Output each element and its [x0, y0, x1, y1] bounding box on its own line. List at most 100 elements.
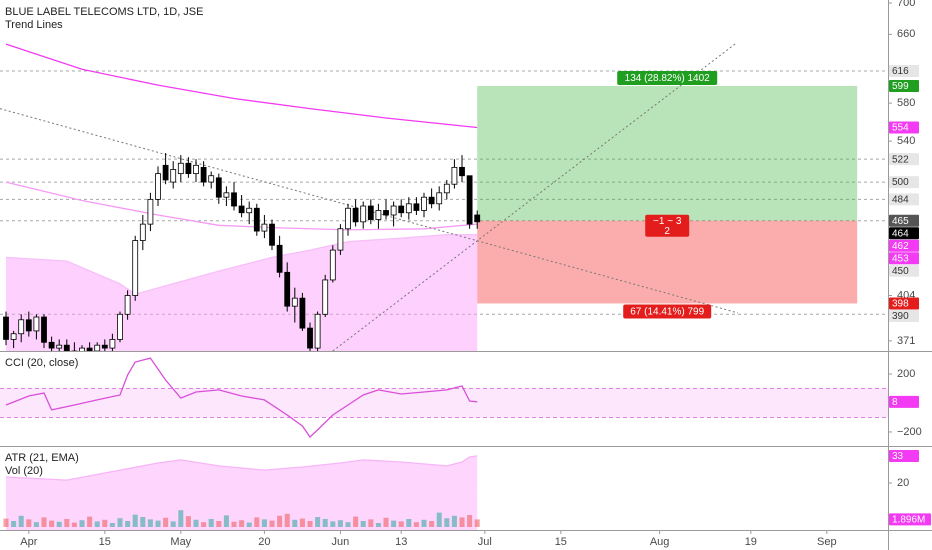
- volume-bar: [391, 520, 397, 527]
- candle-body: [33, 316, 40, 332]
- volume-bar: [436, 512, 442, 527]
- volume-bar: [185, 516, 191, 527]
- price-badge-label: 522: [892, 154, 909, 165]
- y-tick-label: 200: [897, 368, 915, 380]
- candle-body: [459, 166, 465, 177]
- ratio-label-box: [645, 214, 690, 237]
- chart-title: BLUE LABEL TELECOMS LTD, 1D, JSE: [5, 6, 203, 18]
- price-badge: [889, 264, 919, 277]
- candle-body: [48, 341, 55, 349]
- candle-body: [200, 166, 207, 183]
- candle-body: [109, 339, 116, 349]
- volume-bar: [170, 521, 176, 527]
- candle-body: [451, 166, 458, 185]
- candle-body: [367, 205, 374, 220]
- y-tick-label: 540: [897, 135, 915, 147]
- price-badge-label: 453: [892, 253, 909, 264]
- price-badge: [889, 65, 919, 78]
- candle-body: [41, 316, 47, 343]
- candle-body: [390, 205, 397, 216]
- candle-body: [147, 198, 154, 225]
- volume-bar: [216, 521, 222, 527]
- y-tick-label: 660: [897, 28, 915, 40]
- price-badge-label: 465: [892, 216, 909, 227]
- price-badge: [889, 297, 919, 310]
- price-badge-label: 554: [892, 123, 909, 134]
- volume-bar: [102, 519, 108, 527]
- price-badge: [889, 513, 931, 526]
- candle-body: [428, 196, 435, 205]
- price-badge: [889, 214, 919, 227]
- candle-body: [276, 244, 283, 273]
- volume-bar: [56, 521, 62, 527]
- candle-body: [413, 203, 420, 211]
- volume-bar: [413, 522, 419, 527]
- x-tick-label: Apr: [20, 536, 37, 548]
- volume-bar: [360, 521, 366, 527]
- volume-bar: [223, 515, 229, 527]
- volume-bar: [109, 523, 115, 527]
- price-badge-label: 484: [892, 195, 909, 206]
- volume-bar: [193, 519, 199, 527]
- candle-body: [291, 297, 298, 307]
- volume-bar: [429, 521, 435, 527]
- candle-body: [124, 295, 131, 315]
- volume-bar: [125, 521, 131, 527]
- volume-bar: [231, 521, 237, 527]
- volume-bar: [292, 519, 298, 527]
- position-label: 67 (14.41%) 799: [630, 307, 704, 318]
- cci-band: [0, 388, 888, 418]
- candle-body: [253, 207, 260, 232]
- candle-body: [25, 319, 32, 332]
- price-badge: [889, 121, 919, 134]
- volume-bar: [64, 519, 70, 527]
- x-tick-label: 19: [745, 536, 757, 548]
- atr-area: [5, 455, 478, 481]
- price-badge: [889, 153, 919, 166]
- volume-bar: [79, 520, 85, 527]
- price-badge: [889, 227, 919, 240]
- price-badge: [889, 239, 919, 252]
- price-badge: [889, 252, 919, 265]
- cci-pane: [0, 357, 888, 438]
- volume-bar: [307, 521, 313, 527]
- volume-bar: [18, 515, 24, 527]
- candle-body: [383, 210, 389, 216]
- moving-average-fill: [6, 234, 478, 351]
- volume-bar: [375, 523, 381, 527]
- candle-body: [193, 164, 199, 175]
- volume-bar: [41, 517, 47, 527]
- volume-bar: [11, 521, 17, 527]
- price-badge: [889, 79, 919, 92]
- candle-body: [261, 223, 268, 232]
- candle-body: [307, 327, 313, 349]
- ratio-label: −1 ~ 3: [653, 216, 682, 227]
- volume-bar: [239, 520, 245, 527]
- candle-body: [18, 319, 25, 335]
- x-tick-label: May: [170, 536, 191, 548]
- y-tick-label: −200: [897, 426, 922, 438]
- volume-bar: [26, 519, 32, 527]
- volume-bar: [132, 514, 138, 527]
- volume-bar: [322, 519, 328, 527]
- candle-body: [345, 207, 351, 230]
- price-badge-label: 1.896M: [892, 515, 925, 526]
- y-tick-label: 700: [897, 0, 915, 9]
- volume-bar: [117, 518, 123, 527]
- volume-bar: [467, 515, 473, 527]
- candle-body: [3, 316, 9, 340]
- volume-bar: [337, 520, 343, 527]
- candle-body: [314, 313, 321, 349]
- volume-bar: [398, 521, 404, 527]
- candle-body: [443, 183, 450, 194]
- volume-bar: [368, 519, 374, 527]
- price-badge-label: 8: [892, 397, 898, 408]
- volume-bar: [201, 522, 207, 527]
- volume-bar: [330, 521, 336, 527]
- volume-bar: [315, 517, 321, 527]
- volume-bar: [3, 518, 9, 527]
- volume-bar: [49, 520, 55, 527]
- volume-bar: [87, 516, 93, 527]
